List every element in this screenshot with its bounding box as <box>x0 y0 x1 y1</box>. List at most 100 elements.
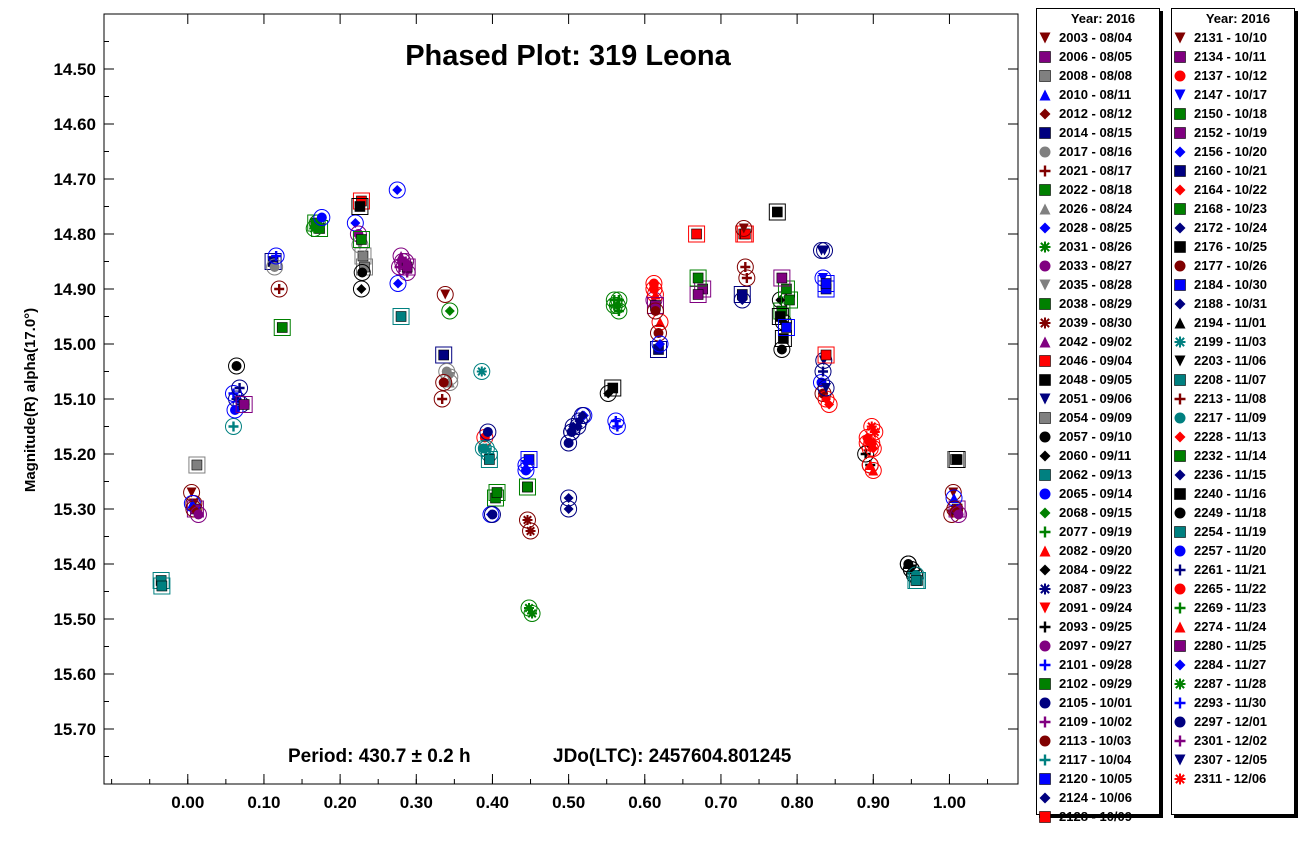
legend-marker-icon <box>1174 412 1186 423</box>
legend-label: 2254 - 11/19 <box>1194 524 1267 539</box>
legend-entry: 2265 - 11/22 <box>1172 579 1294 598</box>
legend-entry: 2068 - 09/15 <box>1037 503 1159 522</box>
data-point <box>441 302 459 320</box>
legend-entry: 2232 - 11/14 <box>1172 446 1294 465</box>
legend-title: Year: 2016 <box>1205 11 1271 26</box>
legend-marker-icon <box>1039 336 1051 347</box>
data-point <box>224 418 242 435</box>
legend-entry: 2172 - 10/24 <box>1172 218 1294 237</box>
data-point <box>351 198 369 215</box>
legend-entry: 2065 - 09/14 <box>1037 484 1159 503</box>
x-tick-label: 0.20 <box>324 793 357 812</box>
x-tick-label: 0.30 <box>400 793 433 812</box>
legend-label: 2039 - 08/30 <box>1059 315 1133 330</box>
legend-label: 2068 - 09/15 <box>1059 505 1133 520</box>
legend-label: 2077 - 09/19 <box>1059 524 1133 539</box>
legend-marker-icon <box>1174 716 1186 727</box>
data-point <box>773 269 791 287</box>
legend-label: 2156 - 10/20 <box>1194 144 1268 159</box>
legend-marker-icon <box>1039 545 1051 556</box>
legend-entry: 2188 - 10/31 <box>1172 294 1294 313</box>
legend-entry: 2031 - 08/26 <box>1037 237 1159 256</box>
data-point <box>267 247 285 265</box>
legend-entry: 2293 - 11/30 <box>1172 693 1294 712</box>
legend-marker-icon <box>1039 507 1051 518</box>
legend-label: 2249 - 11/18 <box>1194 505 1267 520</box>
legend-entry: 2101 - 09/28 <box>1037 655 1159 674</box>
legend-entry: 2128 - 10/09 <box>1037 807 1159 826</box>
y-tick-label: 14.90 <box>53 280 96 299</box>
x-tick-label: 0.00 <box>171 793 204 812</box>
legend-marker-icon <box>1039 640 1051 651</box>
data-point <box>950 506 968 523</box>
legend-marker-icon <box>1039 621 1051 632</box>
legend-label: 2082 - 09/20 <box>1059 543 1133 558</box>
legend-entry: 2213 - 11/08 <box>1172 389 1294 408</box>
legend-entry: 2084 - 09/22 <box>1037 560 1159 579</box>
data-point <box>866 423 884 441</box>
legend-label: 2117 - 10/04 <box>1059 752 1132 767</box>
legend-label: 2297 - 12/01 <box>1194 714 1268 729</box>
legend-label: 2147 - 10/17 <box>1194 87 1268 102</box>
legend-label: 2120 - 10/05 <box>1059 771 1133 786</box>
legend-marker-icon <box>1039 373 1051 386</box>
data-point <box>352 280 370 298</box>
legend-marker-icon <box>1174 260 1186 271</box>
legend-entry: 2199 - 11/03 <box>1172 332 1294 351</box>
y-tick-label: 15.20 <box>53 445 96 464</box>
data-point <box>768 203 786 221</box>
data-point <box>188 456 206 474</box>
legend-label: 2152 - 10/19 <box>1194 125 1268 140</box>
legend-marker-icon <box>1039 754 1051 765</box>
legend-marker-icon <box>1039 89 1051 100</box>
legend-entry: 2297 - 12/01 <box>1172 712 1294 731</box>
legend-entry: 2311 - 12/06 <box>1172 769 1294 788</box>
legend-entry: 2082 - 09/20 <box>1037 541 1159 560</box>
legend-label: 2033 - 08/27 <box>1059 258 1133 273</box>
y-tick-label: 14.70 <box>53 170 96 189</box>
legend-marker-icon <box>1174 164 1186 177</box>
legend-entry: 2048 - 09/05 <box>1037 370 1159 389</box>
data-point <box>388 181 406 199</box>
y-tick-label: 15.30 <box>53 500 96 519</box>
legend-marker-icon <box>1039 411 1051 424</box>
legend-marker-icon <box>1174 525 1186 538</box>
legend-label: 2232 - 11/14 <box>1194 448 1267 463</box>
legend-entry: 2062 - 09/13 <box>1037 465 1159 484</box>
epoch-annotation: JDo(LTC): 2457604.801245 <box>553 746 792 767</box>
legend-marker-icon <box>1174 202 1186 215</box>
legend-entry: 2156 - 10/20 <box>1172 142 1294 161</box>
legend-marker-icon <box>1039 468 1051 481</box>
legend-entry: 2097 - 09/27 <box>1037 636 1159 655</box>
legend-entry: 2177 - 10/26 <box>1172 256 1294 275</box>
legend-marker-icon <box>1039 393 1051 404</box>
data-point <box>814 363 832 380</box>
legend-label: 2208 - 11/07 <box>1194 372 1267 387</box>
legend-label: 2010 - 08/11 <box>1059 87 1132 102</box>
legend-label: 2087 - 09/23 <box>1059 581 1133 596</box>
legend-marker-icon <box>1039 32 1051 43</box>
legend-marker-icon <box>1174 469 1186 480</box>
legend-entry: 2240 - 11/16 <box>1172 484 1294 503</box>
legend-marker-icon <box>1174 507 1186 518</box>
legend-label: 2124 - 10/06 <box>1059 790 1133 805</box>
legend-marker-icon <box>1039 354 1051 367</box>
legend-marker-icon <box>1174 336 1186 347</box>
legend-marker-icon <box>1174 773 1186 784</box>
data-point <box>646 302 664 320</box>
data-point <box>189 506 207 523</box>
legend-marker-icon <box>1039 772 1051 785</box>
legend-entry: 2109 - 10/02 <box>1037 712 1159 731</box>
data-point <box>266 258 284 276</box>
data-point <box>518 478 536 496</box>
legend-marker-icon <box>1039 183 1051 196</box>
legend-label: 2102 - 09/29 <box>1059 676 1133 691</box>
legend-marker-icon <box>1039 260 1051 271</box>
x-tick-label: 0.40 <box>476 793 509 812</box>
legend-label: 2017 - 08/16 <box>1059 144 1133 159</box>
data-point <box>569 418 587 435</box>
legend-label: 2160 - 10/21 <box>1194 163 1268 178</box>
legend-label: 2274 - 11/24 <box>1194 619 1267 634</box>
data-point <box>689 269 707 287</box>
legend-label: 2038 - 08/29 <box>1059 296 1133 311</box>
